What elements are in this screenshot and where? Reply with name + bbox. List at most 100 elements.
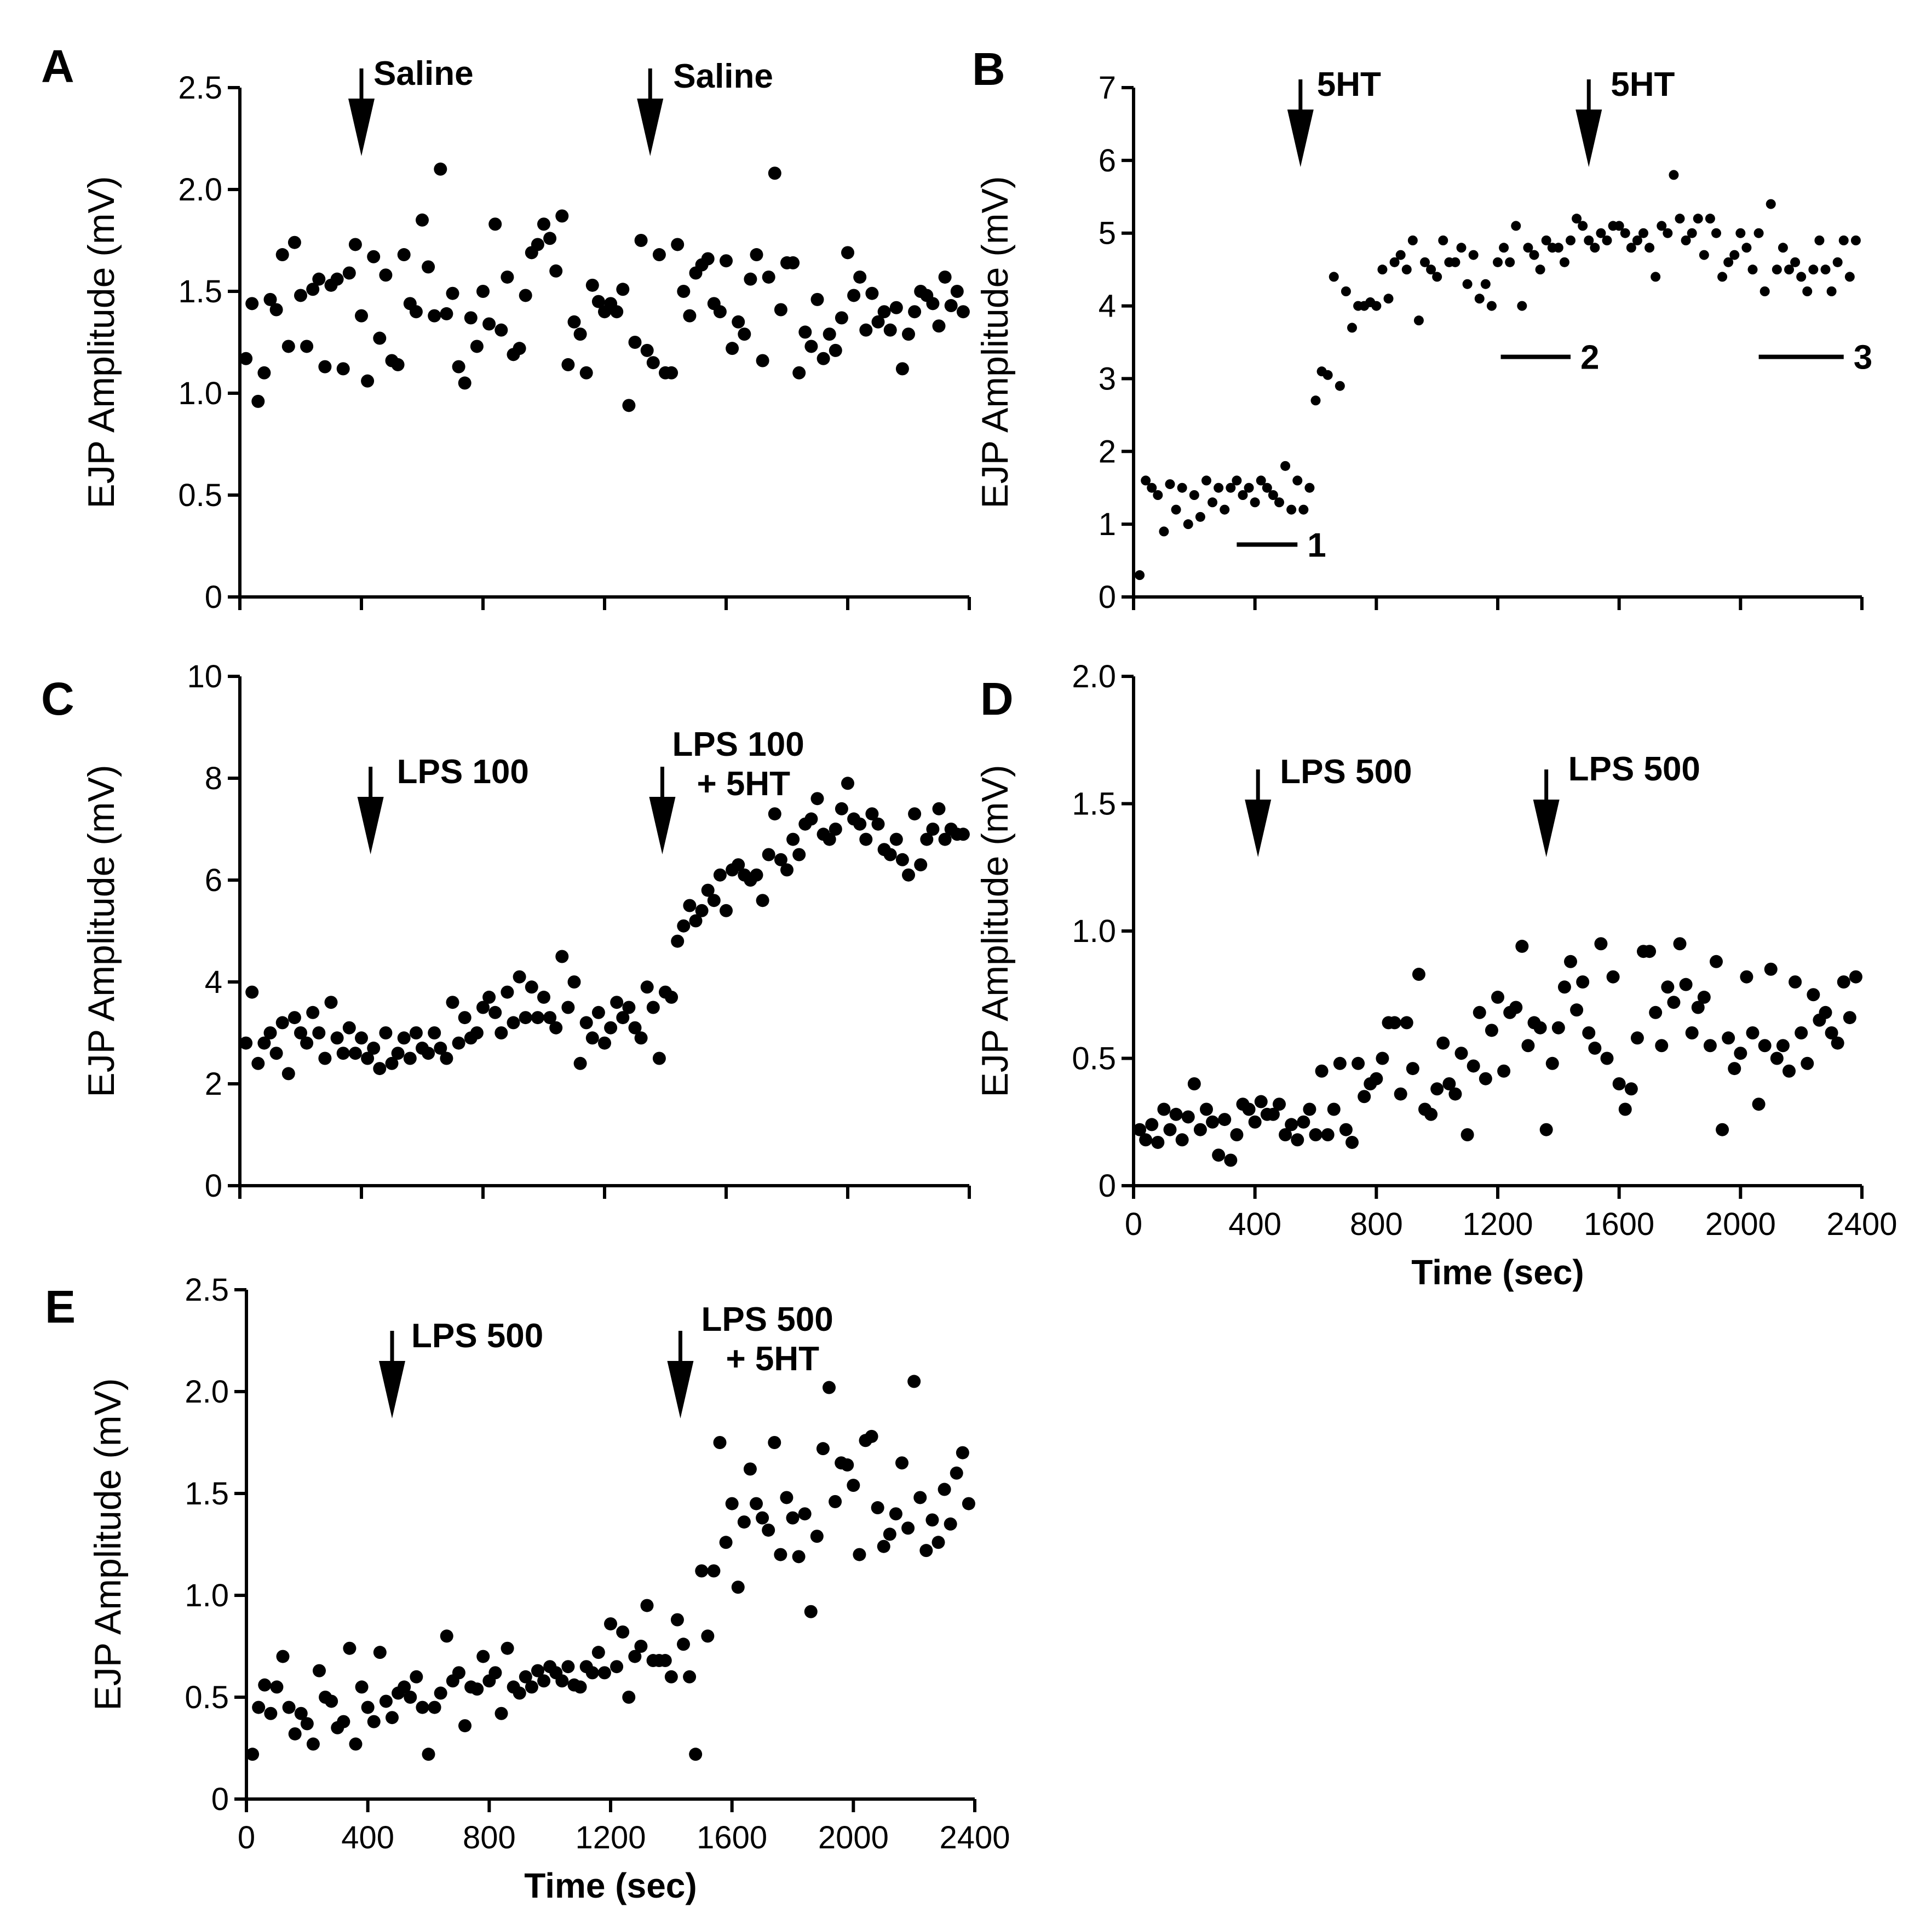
data-point (1297, 1115, 1310, 1129)
data-point (786, 832, 800, 846)
y-axis-label: EJP Amplitude (mV) (87, 1378, 129, 1710)
panel-letter: B (972, 43, 1005, 95)
data-point (1843, 1011, 1856, 1025)
x-tick-label: 800 (1350, 1206, 1403, 1242)
data-point (907, 1375, 921, 1388)
treatment-label: LPS 500 (1568, 750, 1700, 788)
treatment-label: LPS 500 (411, 1317, 543, 1355)
data-point (1776, 1039, 1790, 1053)
data-point (1273, 1098, 1286, 1111)
data-point (361, 374, 375, 388)
data-point (853, 270, 867, 284)
data-point (561, 1660, 575, 1674)
data-point (428, 309, 441, 323)
data-point (1432, 272, 1442, 282)
data-point (810, 792, 824, 806)
data-point (1632, 235, 1642, 245)
data-point (634, 234, 648, 247)
data-point (1602, 235, 1612, 245)
data-point (1310, 395, 1321, 406)
data-point (774, 853, 787, 866)
data-point (343, 1641, 357, 1655)
data-point (391, 358, 405, 371)
data-point (519, 289, 532, 302)
x-tick-label: 2400 (939, 1820, 1010, 1855)
data-point (634, 1640, 648, 1653)
data-point (1711, 228, 1721, 238)
data-point (537, 1674, 551, 1688)
data-point (1521, 1039, 1535, 1053)
data-point (300, 1717, 314, 1731)
data-point (519, 1011, 532, 1025)
y-tick-label: 0 (205, 579, 222, 615)
data-point (1163, 1123, 1177, 1136)
data-point (1699, 250, 1709, 260)
data-point (810, 1530, 824, 1543)
data-point (1450, 257, 1461, 267)
data-point (1193, 1123, 1207, 1136)
data-point (744, 272, 757, 286)
data-point (798, 325, 812, 339)
x-axis-label: Time (sec) (1411, 1252, 1584, 1292)
data-point (1729, 250, 1740, 260)
y-tick-label: 0.5 (178, 478, 222, 513)
data-point (482, 990, 496, 1004)
data-point (1728, 1062, 1741, 1076)
data-point (270, 1680, 284, 1694)
data-point (294, 1026, 307, 1039)
data-point (1747, 265, 1758, 275)
data-point (355, 1680, 369, 1694)
data-point (1723, 257, 1734, 267)
data-point (306, 1737, 320, 1751)
data-point (567, 315, 581, 329)
data-point (1304, 482, 1315, 493)
data-point (1626, 243, 1636, 253)
data-point (1486, 301, 1497, 311)
data-point (1376, 1052, 1389, 1065)
data-point (1335, 381, 1345, 391)
data-point (1201, 475, 1211, 486)
x-tick-label: 400 (341, 1820, 394, 1855)
data-point (1651, 272, 1661, 282)
panel-e: E 0 0.5 1.0 1.5 2.0 2.5 0 400 800 1200 1600 2000 2400… (45, 1272, 1010, 1905)
data-point (1298, 504, 1309, 515)
data-point (1663, 228, 1673, 238)
data-point (889, 301, 903, 314)
y-tick-label: 1.5 (1072, 786, 1116, 822)
data-point (932, 1536, 945, 1549)
data-point (1760, 286, 1770, 296)
data-point (665, 366, 679, 380)
data-point (1420, 257, 1430, 267)
data-point (1401, 265, 1412, 275)
arrow-down-icon (1533, 800, 1560, 857)
data-point (1468, 250, 1479, 260)
data-point (306, 1006, 320, 1019)
data-point (853, 817, 867, 831)
arrow-down-icon (1576, 110, 1602, 167)
data-point (768, 166, 781, 180)
data-point (597, 1666, 611, 1680)
data-point (404, 1691, 417, 1704)
data-point (743, 1462, 757, 1476)
arrow-down-icon (357, 797, 384, 854)
data-point (628, 1021, 642, 1035)
data-point (525, 1680, 538, 1694)
data-point (841, 1458, 854, 1472)
data-point (1600, 1052, 1614, 1065)
data-point (713, 305, 727, 319)
data-point (1242, 1102, 1256, 1116)
data-point (1722, 1031, 1735, 1045)
data-point (671, 238, 685, 251)
data-point (865, 807, 879, 821)
data-point (1505, 257, 1515, 267)
segment-label: 2 (1580, 339, 1599, 377)
treatment-label: LPS 500 + 5HT (701, 1301, 833, 1378)
panel-letter: C (41, 673, 74, 725)
data-point (1716, 1123, 1729, 1136)
data-point (1826, 286, 1837, 296)
data-point (245, 985, 259, 999)
data-point (1323, 370, 1333, 380)
data-point (1480, 279, 1491, 289)
data-point (573, 1680, 587, 1694)
data-point (634, 1031, 648, 1045)
